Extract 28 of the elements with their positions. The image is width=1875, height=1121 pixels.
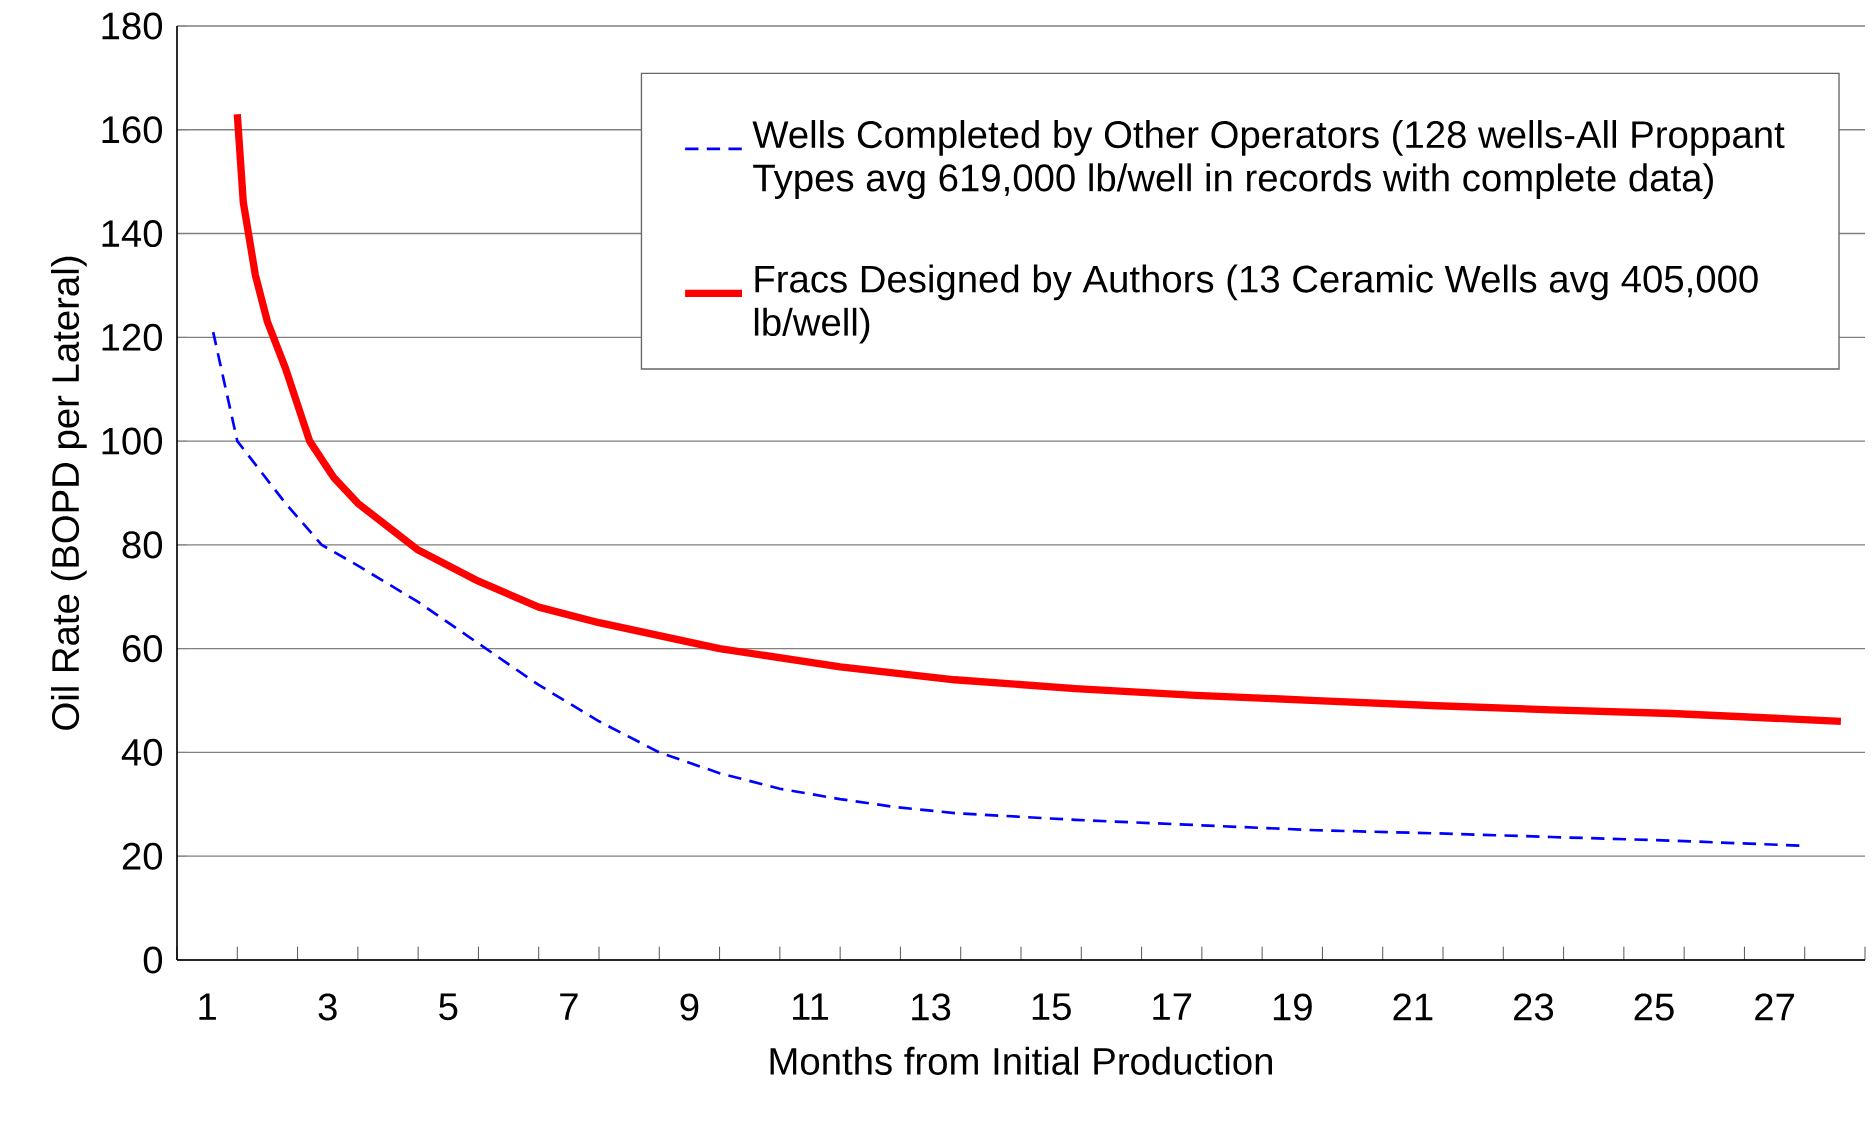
x-tick-label: 27 — [1755, 993, 1794, 1021]
x-tick-label: 1 — [199, 993, 216, 1020]
legend-label: Fracs Designed by Authors (13 Ceramic Wells avg 405,000 lb/well) — [754, 264, 1758, 344]
x-tick-label: 25 — [1634, 993, 1674, 1021]
x-tick-label: 23 — [1514, 993, 1554, 1021]
x-tick-label: 11 — [793, 993, 829, 1020]
x-tick-label: 5 — [439, 993, 458, 1021]
y-tick-label: 160 — [102, 116, 163, 144]
x-tick-label: 15 — [1032, 993, 1071, 1021]
y-axis-title: Oil Rate (BOPD per Lateral) — [51, 256, 87, 730]
x-tick-label: 17 — [1153, 993, 1192, 1020]
y-tick-label: 120 — [102, 323, 163, 351]
y-tick-label: 180 — [102, 12, 163, 40]
y-tick-label: 0 — [143, 946, 163, 974]
x-tick-label: 21 — [1393, 993, 1433, 1021]
y-tick-label: 80 — [122, 531, 163, 559]
x-tick-label: 13 — [912, 993, 951, 1021]
x-tick-label: 9 — [680, 993, 699, 1021]
y-tick-label: 60 — [122, 635, 163, 663]
x-tick-label: 3 — [318, 993, 337, 1021]
y-tick-label: 20 — [122, 842, 163, 870]
y-tick-label: 40 — [121, 738, 163, 766]
y-tick-label: 100 — [102, 427, 163, 455]
x-axis-title: Months from Initial Production — [770, 1046, 1272, 1075]
legend-label: Wells Completed by Other Operators (128 wells-All Proppant Types avg 619,000 lb/well in records with complete data) — [752, 120, 1785, 200]
y-tick-label: 140 — [102, 219, 163, 248]
x-tick-label: 19 — [1273, 993, 1312, 1021]
x-tick-label: 7 — [560, 993, 578, 1020]
